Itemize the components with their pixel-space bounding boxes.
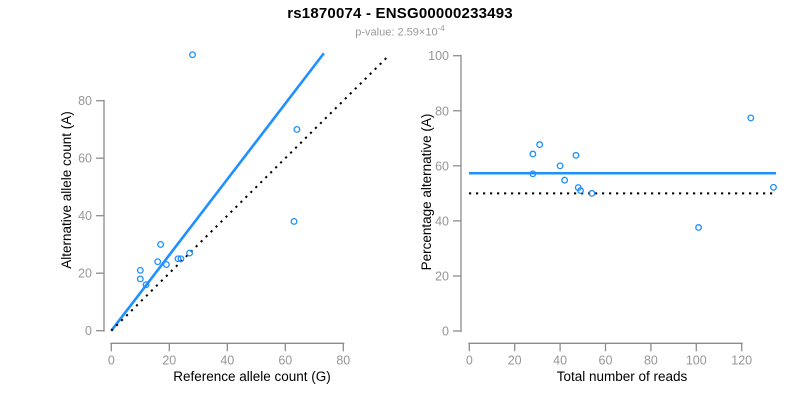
data-point [577, 187, 584, 195]
y-axis-title: Alternative allele count (A) [59, 111, 74, 269]
pvalue-exponent: -4 [437, 24, 445, 33]
x-tick-label: 40 [220, 353, 234, 367]
y-tick-label: 80 [435, 104, 449, 118]
fit-line [110, 52, 325, 332]
page-title: rs1870074 - ENSG00000233493 [287, 5, 513, 22]
y-tick-label: 100 [428, 49, 449, 63]
data-point [290, 217, 298, 225]
data-point [154, 258, 162, 266]
data-point [142, 281, 150, 289]
data-point [186, 249, 194, 257]
identity-line [110, 54, 390, 332]
data-point [529, 150, 537, 158]
x-tick-label: 0 [108, 353, 115, 367]
x-tick-label: 80 [644, 353, 658, 367]
data-point [747, 114, 755, 122]
y-axis-title: Percentage alternative (A) [419, 114, 434, 271]
data-point [162, 261, 170, 269]
data-point [536, 141, 544, 149]
data-point [572, 151, 580, 159]
pvalue-subtitle: p-value: 2.59×10-4 [0, 24, 800, 39]
x-tick-label: 60 [599, 353, 613, 367]
y-tick-label: 0 [85, 324, 92, 338]
y-tick-label: 80 [78, 94, 92, 108]
x-tick-label: 20 [162, 353, 176, 367]
x-tick-label: 20 [508, 353, 522, 367]
data-point [136, 275, 144, 283]
y-tick-label: 20 [435, 269, 449, 283]
x-axis-title: Reference allele count (G) [173, 369, 331, 384]
data-point [157, 240, 165, 248]
data-point [177, 255, 185, 263]
data-point [293, 125, 301, 133]
data-point [556, 162, 564, 170]
x-tick-label: 120 [731, 353, 752, 367]
y-tick-label: 20 [78, 267, 92, 281]
data-point [770, 183, 777, 191]
data-point [588, 189, 596, 197]
x-tick-label: 40 [553, 353, 567, 367]
pvalue-times-ten: ×10 [418, 26, 438, 39]
data-point [136, 266, 144, 274]
pvalue-label: p-value: [355, 26, 398, 39]
x-axis-title: Total number of reads [557, 369, 688, 384]
y-tick-label: 40 [435, 214, 449, 228]
x-tick-label: 0 [466, 353, 473, 367]
data-point [174, 255, 182, 263]
x-tick-label: 60 [278, 353, 292, 367]
data-point [529, 170, 537, 178]
y-tick-label: 60 [78, 152, 92, 166]
x-tick-label: 100 [686, 353, 707, 367]
y-tick-label: 60 [435, 159, 449, 173]
x-tick-label: 80 [336, 353, 350, 367]
pvalue-value: 2.59 [397, 26, 419, 39]
data-point [561, 176, 569, 184]
data-point [189, 51, 196, 59]
data-point [695, 224, 703, 231]
y-tick-label: 0 [442, 325, 449, 339]
y-tick-label: 40 [78, 209, 92, 223]
